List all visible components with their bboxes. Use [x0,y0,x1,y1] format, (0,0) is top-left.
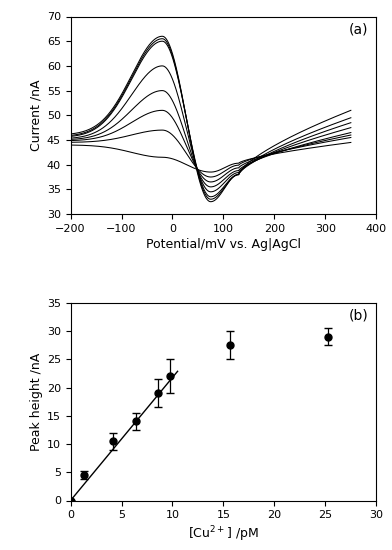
Text: (b): (b) [349,309,368,323]
Y-axis label: Current /nA: Current /nA [29,80,43,151]
X-axis label: Potential/mV vs. Ag|AgCl: Potential/mV vs. Ag|AgCl [146,238,301,251]
Y-axis label: Peak height /nA: Peak height /nA [29,353,43,451]
Text: (a): (a) [349,23,368,36]
X-axis label: [Cu$^{2+}$] /pM: [Cu$^{2+}$] /pM [188,524,259,544]
